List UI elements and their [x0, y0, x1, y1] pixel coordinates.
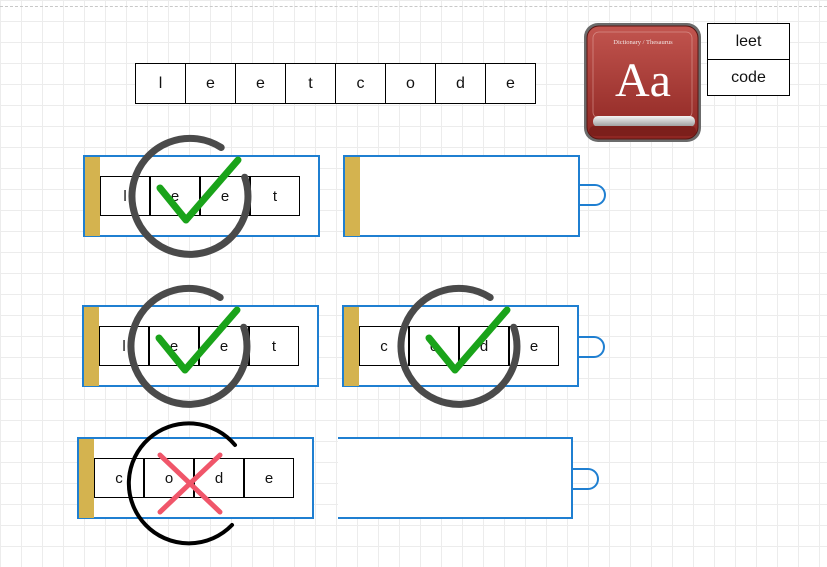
word-char: l: [99, 326, 149, 366]
target-char: c: [335, 63, 386, 104]
word-char: t: [250, 176, 300, 216]
word-char: e: [244, 458, 294, 498]
empty-step-box: [338, 437, 573, 519]
word-char: t: [249, 326, 299, 366]
target-char: o: [385, 63, 436, 104]
word-char: d: [194, 458, 244, 498]
box-handle: [577, 336, 605, 358]
match-check-icon: [127, 284, 251, 408]
box-tab: [344, 307, 359, 386]
target-char: l: [135, 63, 186, 104]
dictionary-icon-glyph: Aa: [615, 54, 671, 107]
word-char: l: [100, 176, 150, 216]
box-tab: [85, 157, 100, 236]
box-tab: [345, 157, 360, 236]
top-dashed-line: [0, 6, 827, 7]
empty-step-box: [343, 155, 580, 237]
match-check-icon: [397, 284, 521, 408]
target-char: d: [435, 63, 486, 104]
dictionary-icon-title: Dictionary / Thesaurus: [613, 39, 673, 46]
no-match-cross-icon: [126, 421, 237, 546]
word-char: c: [94, 458, 144, 498]
target-char: e: [485, 63, 536, 104]
dictionary-word: leet: [707, 23, 790, 60]
target-char: e: [235, 63, 286, 104]
match-check-icon: [128, 134, 252, 258]
box-tab: [84, 307, 99, 386]
box-handle: [578, 184, 606, 206]
target-char: t: [285, 63, 336, 104]
box-handle: [571, 468, 599, 490]
box-tab: [79, 439, 94, 518]
dictionary-word: code: [707, 59, 790, 96]
dictionary-book-icon: Dictionary / Thesaurus Aa: [584, 23, 701, 142]
